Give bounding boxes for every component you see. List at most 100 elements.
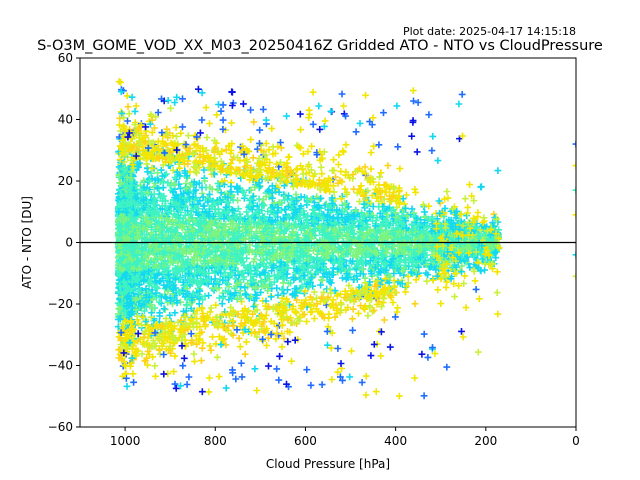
data-point (241, 192, 249, 199)
data-point (181, 245, 189, 253)
data-point (449, 205, 457, 213)
data-point (142, 214, 149, 221)
data-point (225, 283, 233, 291)
data-point (374, 226, 382, 234)
data-point (307, 279, 314, 286)
data-point (411, 242, 419, 250)
data-point (274, 209, 281, 216)
data-point (152, 217, 160, 225)
data-point (293, 252, 301, 260)
data-point (289, 214, 296, 221)
data-point (206, 374, 213, 382)
data-point (321, 256, 328, 264)
data-point (309, 273, 316, 281)
data-point (161, 265, 168, 273)
data-point (281, 242, 289, 250)
data-point (458, 268, 465, 276)
data-point (411, 185, 419, 193)
data-point (398, 280, 406, 288)
data-point (152, 278, 159, 285)
data-point (236, 210, 244, 218)
data-point (300, 207, 308, 215)
data-point (402, 261, 409, 269)
data-point (252, 283, 260, 291)
data-point (199, 269, 207, 276)
data-point (128, 214, 136, 222)
data-point (304, 247, 312, 255)
data-point (437, 222, 444, 230)
data-point (254, 145, 261, 153)
data-point (425, 202, 433, 210)
data-point (290, 201, 298, 208)
data-point (298, 282, 306, 290)
data-point (163, 224, 171, 232)
data-point (362, 223, 370, 231)
data-point (356, 242, 363, 250)
data-point (120, 170, 127, 177)
data-point (404, 279, 412, 287)
data-point (419, 201, 427, 209)
data-point (131, 269, 139, 276)
data-point (138, 287, 146, 294)
data-point (179, 223, 186, 231)
data-point (303, 280, 310, 288)
data-point (206, 342, 214, 350)
data-point (424, 223, 431, 231)
data-point (220, 226, 228, 234)
data-point (212, 232, 220, 239)
data-point (181, 211, 189, 219)
data-point (240, 275, 247, 283)
data-point (421, 208, 428, 216)
data-point (185, 270, 193, 278)
data-point (227, 220, 234, 228)
data-point (329, 252, 336, 259)
data-point (242, 220, 250, 228)
data-point (260, 268, 268, 276)
data-point (185, 216, 193, 223)
data-point (417, 234, 425, 242)
data-point (171, 309, 179, 317)
data-point (412, 189, 419, 196)
data-point (390, 227, 397, 234)
data-point (303, 253, 311, 260)
data-point (400, 271, 408, 279)
data-point (119, 218, 127, 226)
data-point (159, 269, 167, 276)
data-point (182, 313, 189, 321)
data-point (307, 196, 315, 203)
data-point (257, 278, 265, 286)
data-point (140, 276, 148, 284)
data-point (383, 223, 390, 230)
data-point (152, 372, 159, 380)
plot-date-label: Plot date: 2025-04-17 14:15:18 (403, 25, 576, 38)
data-point (176, 172, 184, 180)
data-point (257, 232, 265, 240)
data-point (133, 295, 141, 302)
data-point (307, 242, 315, 249)
data-point (138, 200, 146, 208)
data-point (253, 268, 261, 275)
data-point (150, 200, 158, 208)
data-point (120, 198, 128, 206)
data-point (293, 285, 300, 292)
data-point (219, 235, 227, 243)
data-point (179, 123, 186, 131)
data-point (434, 286, 442, 294)
data-point (246, 268, 254, 275)
data-point (352, 207, 360, 215)
data-point (278, 294, 286, 302)
data-point (284, 286, 291, 294)
data-point (132, 306, 140, 314)
data-point (174, 212, 181, 220)
data-point (334, 265, 341, 273)
data-point (437, 300, 445, 307)
data-point (172, 246, 180, 253)
data-point (247, 293, 255, 301)
data-point (403, 283, 410, 290)
data-points (114, 78, 576, 400)
data-point (303, 218, 310, 226)
data-point (329, 271, 337, 278)
data-point (327, 230, 335, 237)
data-point (151, 283, 158, 290)
